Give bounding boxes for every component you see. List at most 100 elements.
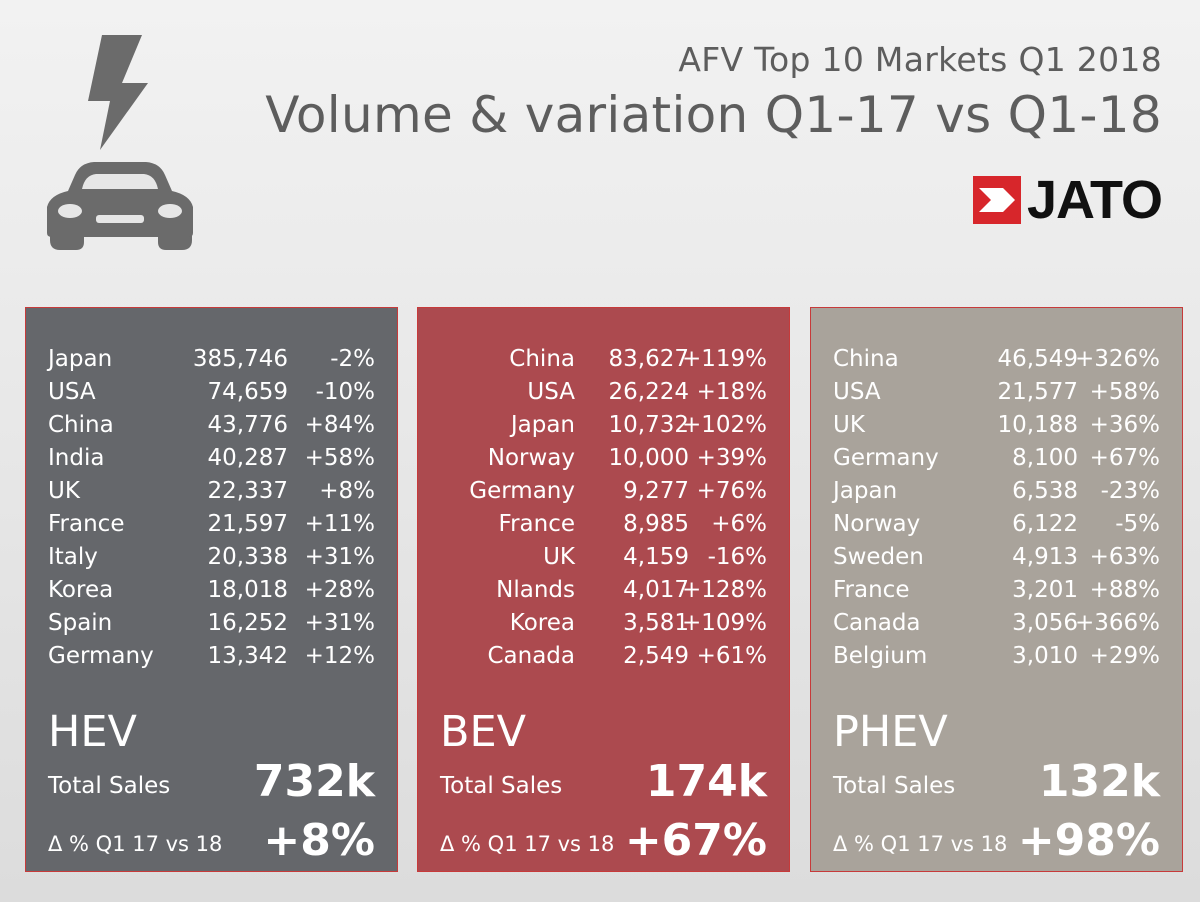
variation-cell: -5% [1115, 511, 1160, 537]
table-row: Canada 2,549 +61% [440, 640, 767, 673]
country-cell: Norway [833, 511, 921, 537]
country-cell: Spain [48, 610, 113, 636]
table-row: USA 74,659 -10% [48, 376, 375, 409]
table-row: USA 21,577 +58% [833, 376, 1160, 409]
variation-cell: +61% [696, 643, 767, 669]
variation-cell: +28% [304, 577, 375, 603]
table-row: Japan 6,538 -23% [833, 475, 1160, 508]
phev-total-sales-value: 132k [1038, 756, 1160, 807]
country-cell: USA [527, 379, 575, 405]
country-cell: Sweden [833, 544, 924, 570]
country-cell: Italy [48, 544, 98, 570]
country-cell: Nlands [496, 577, 575, 603]
table-row: UK 10,188 +36% [833, 409, 1160, 442]
volume-cell: 385,746 [192, 346, 288, 372]
volume-cell: 22,337 [207, 478, 288, 504]
variation-cell: +6% [711, 511, 767, 537]
volume-cell: 13,342 [207, 643, 288, 669]
phev-market-table: China 46,549 +326% USA 21,577 +58% UK 10,188 +36… [833, 343, 1160, 673]
brand-logo: JATO [972, 170, 1163, 230]
variation-cell: +366% [1074, 610, 1160, 636]
table-row: China 83,627 +119% [440, 343, 767, 376]
volume-cell: 10,732 [608, 412, 689, 438]
bev-type-label: BEV [440, 707, 527, 757]
table-row: Germany 13,342 +12% [48, 640, 375, 673]
table-row: France 8,985 +6% [440, 508, 767, 541]
country-cell: Japan [48, 346, 113, 372]
phev-type-label: PHEV [833, 707, 948, 757]
volume-cell: 83,627 [608, 346, 689, 372]
table-row: Japan 10,732 +102% [440, 409, 767, 442]
variation-cell: +58% [304, 445, 375, 471]
country-cell: Canada [487, 643, 575, 669]
bev-market-table: China 83,627 +119% USA 26,224 +18% Japan 10,732… [440, 343, 767, 673]
volume-cell: 3,201 [1012, 577, 1078, 603]
hev-variation-label: Δ % Q1 17 vs 18 [48, 832, 223, 856]
country-cell: China [48, 412, 114, 438]
country-cell: Belgium [833, 643, 928, 669]
variation-cell: +36% [1089, 412, 1160, 438]
bev-total-sales-value: 174k [645, 756, 767, 807]
variation-cell: +128% [681, 577, 767, 603]
table-row: Italy 20,338 +31% [48, 541, 375, 574]
chart-subtitle: Volume & variation Q1-17 vs Q1-18 [265, 86, 1162, 144]
variation-cell: +39% [696, 445, 767, 471]
variation-cell: +76% [696, 478, 767, 504]
volume-cell: 6,538 [1012, 478, 1078, 504]
hev-panel: Japan 385,746 -2% USA 74,659 -10% China 43,776 +… [25, 307, 398, 872]
table-row: Korea 3,581 +109% [440, 607, 767, 640]
volume-cell: 3,010 [1012, 643, 1078, 669]
brand-name: JATO [1026, 170, 1163, 230]
volume-cell: 40,287 [207, 445, 288, 471]
country-cell: China [509, 346, 575, 372]
table-row: France 3,201 +88% [833, 574, 1160, 607]
variation-cell: +102% [681, 412, 767, 438]
phev-variation-label: Δ % Q1 17 vs 18 [833, 832, 1008, 856]
country-cell: France [48, 511, 125, 537]
volume-cell: 9,277 [623, 478, 689, 504]
table-row: Nlands 4,017 +128% [440, 574, 767, 607]
country-cell: Germany [469, 478, 575, 504]
country-cell: Japan [833, 478, 898, 504]
country-cell: Japan [510, 412, 575, 438]
country-cell: Korea [509, 610, 575, 636]
country-cell: USA [833, 379, 881, 405]
country-cell: Canada [833, 610, 921, 636]
table-row: Japan 385,746 -2% [48, 343, 375, 376]
volume-cell: 20,338 [207, 544, 288, 570]
volume-cell: 74,659 [207, 379, 288, 405]
variation-cell: +63% [1089, 544, 1160, 570]
country-cell: Norway [487, 445, 575, 471]
volume-cell: 46,549 [997, 346, 1078, 372]
volume-cell: 16,252 [207, 610, 288, 636]
table-row: Spain 16,252 +31% [48, 607, 375, 640]
variation-cell: +31% [304, 610, 375, 636]
hev-market-table: Japan 385,746 -2% USA 74,659 -10% China 43,776 +… [48, 343, 375, 673]
electric-car-icon [47, 35, 193, 250]
variation-cell: +29% [1089, 643, 1160, 669]
table-row: UK 4,159 -16% [440, 541, 767, 574]
volume-cell: 4,913 [1012, 544, 1078, 570]
table-row: Belgium 3,010 +29% [833, 640, 1160, 673]
variation-cell: +88% [1089, 577, 1160, 603]
variation-cell: -23% [1100, 478, 1160, 504]
jato-logo-icon [972, 176, 1021, 224]
volume-cell: 10,000 [608, 445, 689, 471]
variation-cell: +31% [304, 544, 375, 570]
table-row: Germany 9,277 +76% [440, 475, 767, 508]
bev-variation-label: Δ % Q1 17 vs 18 [440, 832, 615, 856]
variation-cell: +119% [681, 346, 767, 372]
phev-panel: China 46,549 +326% USA 21,577 +58% UK 10,188 +36… [810, 307, 1183, 872]
country-cell: China [833, 346, 899, 372]
country-cell: France [498, 511, 575, 537]
table-row: Norway 6,122 -5% [833, 508, 1160, 541]
volume-cell: 18,018 [207, 577, 288, 603]
variation-cell: -10% [315, 379, 375, 405]
variation-cell: +84% [304, 412, 375, 438]
country-cell: UK [543, 544, 575, 570]
variation-cell: -2% [330, 346, 375, 372]
volume-cell: 6,122 [1012, 511, 1078, 537]
volume-cell: 43,776 [207, 412, 288, 438]
phev-total-sales-label: Total Sales [833, 773, 956, 799]
country-cell: India [48, 445, 105, 471]
